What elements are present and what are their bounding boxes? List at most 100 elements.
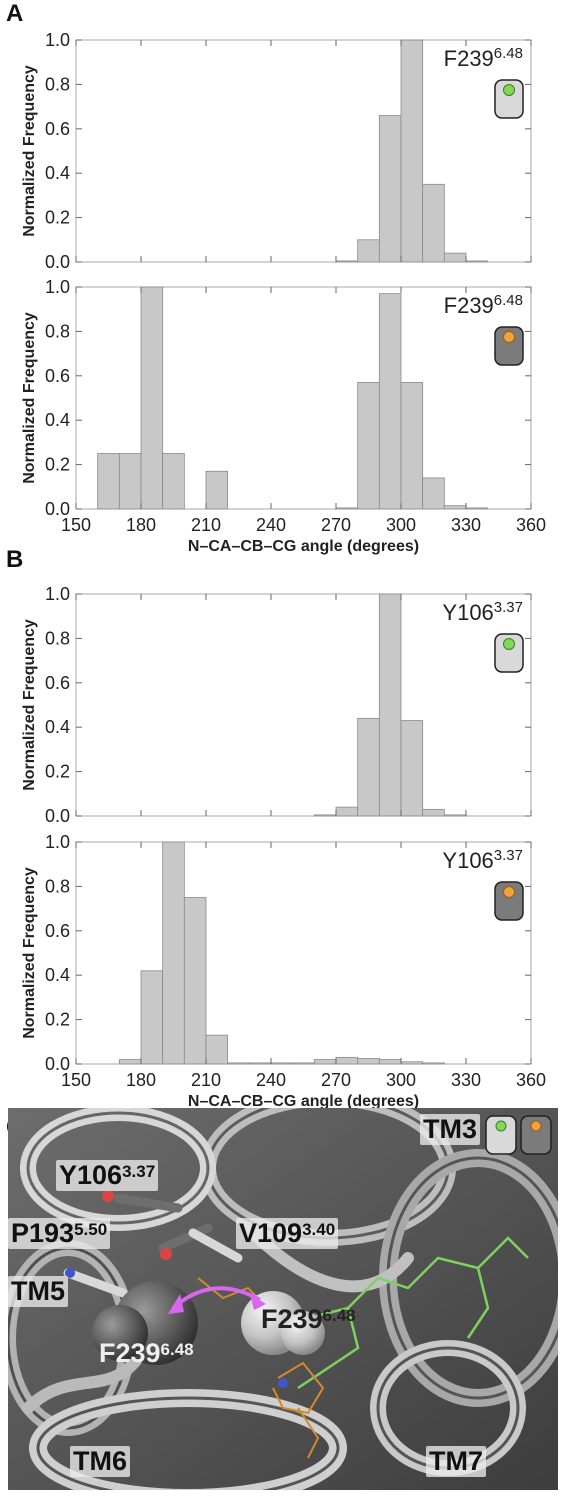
x-tick-label: 210 <box>191 1070 221 1090</box>
y-tick-label: 0.6 <box>45 366 70 386</box>
histogram-bar <box>378 1059 402 1065</box>
y-tick-label: 0.0 <box>45 1054 70 1074</box>
histogram-bar <box>378 593 402 817</box>
x-tick-label: 330 <box>451 1070 481 1090</box>
y-tick-label: 1.0 <box>45 30 70 50</box>
histogram-bar <box>335 1056 359 1065</box>
y-tick-label: 0.2 <box>45 762 70 782</box>
x-tick-label: 330 <box>451 515 481 535</box>
histogram-bar <box>118 1059 142 1065</box>
residue-annotation: Y1063.37 <box>442 847 523 873</box>
y-tick-label: 0.2 <box>45 1010 70 1030</box>
x-tick-label: 300 <box>386 515 416 535</box>
x-tick-label: 240 <box>256 1070 286 1090</box>
histogram-bar <box>400 39 424 263</box>
state-icons <box>485 1115 552 1155</box>
histogram-f239-active: 0.0 0.2 0.4 0.6 0.8 1.0 Normalized Frequency F2… <box>21 30 532 272</box>
label-tm5: TM5 <box>8 1276 68 1307</box>
receptor-structure-view: TM3 Y1063.37 P1935.50 V1093.40 TM5 F2396… <box>8 1108 558 1490</box>
histogram-bar <box>400 1061 424 1065</box>
histogram-bar <box>140 286 164 510</box>
x-axis-label: N–CA–CB–CG angle (degrees) <box>188 538 419 555</box>
y-tick-label: 0.6 <box>45 921 70 941</box>
x-tick-label: 270 <box>321 1070 351 1090</box>
x-tick-label: 360 <box>516 515 546 535</box>
y-tick-label: 1.0 <box>45 277 70 297</box>
histogram-bar <box>227 1062 250 1065</box>
y-tick-label: 0.8 <box>45 628 70 648</box>
y-tick-label: 0.0 <box>45 499 70 519</box>
state-active-icon <box>485 1115 517 1155</box>
histogram-bar <box>270 1062 294 1065</box>
panel-label-a: A <box>6 0 24 27</box>
histogram-bar <box>422 183 445 263</box>
y-tick-label: 0.4 <box>45 410 70 430</box>
plot-frame <box>75 593 532 817</box>
histogram-bar <box>422 808 445 817</box>
histogram-y106-inactive: 0.0 0.2 0.4 0.6 0.8 1.0 150 180 210 240 270 300 330 3… <box>21 832 546 1110</box>
y-tick-label: 0.4 <box>45 717 70 737</box>
x-tick-label: 240 <box>256 515 286 535</box>
y-tick-label: 0.6 <box>45 119 70 139</box>
residue-annotation: F2396.48 <box>444 45 523 71</box>
state-inactive-icon <box>494 881 524 921</box>
label-f239-active: F2396.48 <box>261 1304 356 1334</box>
plot-frame <box>75 39 532 263</box>
label-v109: V1093.40 <box>236 1218 339 1249</box>
y-tick-label: 0.8 <box>45 321 70 341</box>
y-tick-label: 0.6 <box>45 673 70 693</box>
histogram-bar <box>292 1062 315 1065</box>
histogram-bar <box>162 841 185 1065</box>
histogram-bar <box>357 1058 380 1065</box>
histogram-bar <box>183 897 207 1065</box>
panel-label-b: B <box>6 546 24 573</box>
y-axis-label: Normalized Frequency <box>21 867 38 1039</box>
y-tick-label: 0.4 <box>45 965 70 985</box>
y-axis-label: Normalized Frequency <box>21 312 38 484</box>
histogram-bar <box>400 720 424 817</box>
y-tick-label: 0.8 <box>45 876 70 896</box>
y-axis-label: Normalized Frequency <box>21 619 38 791</box>
residue-annotation: Y1063.37 <box>442 599 523 625</box>
histogram-bar <box>205 1034 229 1065</box>
y-tick-label: 0.8 <box>45 74 70 94</box>
residue-annotation: F2396.48 <box>444 292 523 318</box>
histogram-bar <box>422 477 445 510</box>
x-tick-label: 270 <box>321 515 351 535</box>
histogram-bar <box>400 382 424 510</box>
histogram-bar <box>313 1059 337 1065</box>
histogram-bar <box>140 970 164 1065</box>
x-tick-label: 210 <box>191 515 221 535</box>
x-axis-label: N–CA–CB–CG angle (degrees) <box>188 1093 419 1110</box>
y-tick-label: 1.0 <box>45 832 70 852</box>
state-active-icon <box>494 633 524 673</box>
histogram-f239-inactive: 0.0 0.2 0.4 0.6 0.8 1.0 150 180 210 240 270 300 330 3… <box>21 277 546 555</box>
state-inactive-icon <box>520 1115 552 1155</box>
x-tick-label: 150 <box>61 515 91 535</box>
histogram-bar <box>162 453 185 510</box>
y-axis-label: Normalized Frequency <box>21 65 38 237</box>
histogram-bar <box>422 1062 445 1065</box>
x-tick-label: 300 <box>386 1070 416 1090</box>
label-f239-inactive: F2396.48 <box>99 1338 194 1368</box>
y-tick-label: 0.0 <box>45 252 70 272</box>
label-y106: Y1063.37 <box>56 1160 159 1191</box>
x-tick-label: 150 <box>61 1070 91 1090</box>
y-tick-label: 0.4 <box>45 163 70 183</box>
histogram-y106-active: 0.0 0.2 0.4 0.6 0.8 1.0 Normalized Frequency Y1… <box>21 584 532 826</box>
y-tick-label: 0.0 <box>45 806 70 826</box>
label-tm6: TM6 <box>70 1446 130 1477</box>
label-tm7: TM7 <box>426 1446 486 1477</box>
x-tick-label: 180 <box>126 1070 156 1090</box>
state-active-icon <box>494 79 524 119</box>
state-inactive-icon <box>494 326 524 366</box>
label-tm3: TM3 <box>420 1114 480 1145</box>
y-tick-label: 0.2 <box>45 208 70 228</box>
histogram-bar <box>248 1062 272 1065</box>
y-tick-label: 1.0 <box>45 584 70 604</box>
histogram-bar <box>205 470 229 510</box>
y-tick-label: 0.2 <box>45 455 70 475</box>
x-tick-label: 180 <box>126 515 156 535</box>
x-tick-label: 360 <box>516 1070 546 1090</box>
label-p193: P1935.50 <box>8 1218 111 1249</box>
